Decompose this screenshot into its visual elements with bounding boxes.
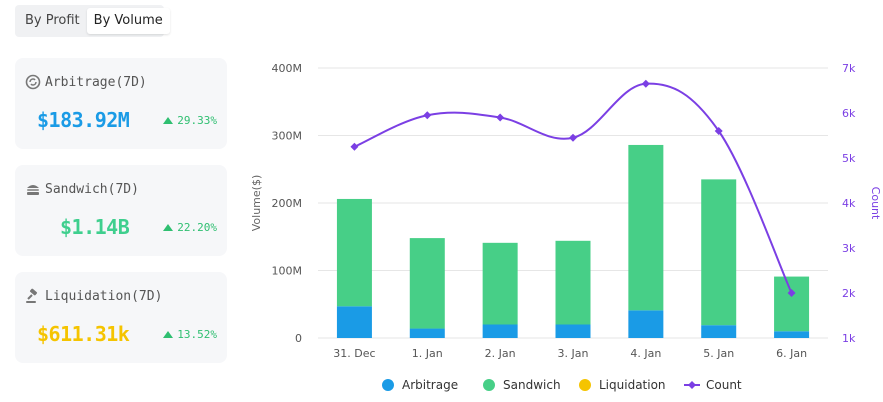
y2-axis-title: Count bbox=[869, 187, 882, 220]
legend-label: Liquidation bbox=[599, 378, 666, 392]
y-tick-label: 400M bbox=[272, 62, 303, 75]
y-tick-label: 200M bbox=[272, 197, 303, 210]
count-point bbox=[714, 127, 723, 135]
sandwich-card: Sandwich(7D) $1.14B 22.20% bbox=[15, 165, 227, 256]
liquidation-change-value: 13.52% bbox=[177, 328, 217, 341]
by-volume-button[interactable]: By Volume bbox=[86, 8, 170, 34]
y2-tick-label: 5k bbox=[842, 152, 856, 165]
gavel-icon bbox=[26, 288, 38, 303]
bar-sandwich bbox=[774, 276, 810, 332]
liquidation-card-title: Liquidation(7D) bbox=[45, 288, 163, 304]
legend-marker bbox=[688, 381, 696, 389]
arbitrage-card-value: $183.92M bbox=[37, 108, 130, 132]
x-tick-label: 3. Jan bbox=[558, 347, 589, 360]
arbitrage-card: Arbitrage(7D) $183.92M 29.33% bbox=[15, 58, 227, 149]
bar-arbitrage bbox=[409, 328, 445, 338]
y-axis-title: Volume($) bbox=[250, 175, 263, 232]
bar-sandwich bbox=[555, 240, 591, 325]
count-point bbox=[350, 142, 359, 151]
bar-sandwich bbox=[336, 198, 372, 307]
arbitrage-card-change: 29.33% bbox=[163, 114, 217, 127]
bar-sandwich bbox=[628, 144, 664, 311]
legend-label: Arbitrage bbox=[402, 378, 458, 392]
x-tick-label: 6. Jan bbox=[776, 347, 807, 360]
x-tick-label: 1. Jan bbox=[412, 347, 443, 360]
bar-arbitrage bbox=[555, 324, 591, 338]
arbitrage-card-title: Arbitrage(7D) bbox=[45, 74, 147, 90]
y2-tick-label: 1k bbox=[842, 332, 856, 345]
x-tick-label: 31. Dec bbox=[333, 347, 375, 360]
count-point bbox=[787, 289, 796, 297]
count-point bbox=[569, 133, 577, 142]
up-triangle-icon bbox=[163, 224, 174, 231]
liquidation-card-change: 13.52% bbox=[163, 328, 217, 341]
bar-sandwich bbox=[482, 242, 518, 325]
liquidation-card: Liquidation(7D) $611.31k 13.52% bbox=[15, 272, 227, 363]
y-tick-label: 300M bbox=[272, 130, 303, 143]
x-tick-label: 5. Jan bbox=[703, 347, 734, 360]
y2-tick-label: 2k bbox=[842, 287, 856, 300]
count-point bbox=[423, 111, 432, 120]
x-tick-label: 2. Jan bbox=[485, 347, 516, 360]
bar-arbitrage bbox=[482, 324, 518, 338]
up-triangle-icon bbox=[163, 117, 174, 124]
count-line bbox=[354, 82, 793, 294]
bar-sandwich bbox=[701, 179, 737, 326]
liquidation-card-value: $611.31k bbox=[37, 322, 130, 346]
y2-tick-label: 6k bbox=[842, 107, 856, 120]
by-profit-button[interactable]: By Profit bbox=[25, 13, 80, 28]
up-triangle-icon bbox=[163, 331, 174, 338]
y2-tick-label: 4k bbox=[842, 197, 856, 210]
bar-arbitrage bbox=[628, 310, 664, 338]
legend-marker bbox=[579, 379, 591, 391]
sandwich-change-value: 22.20% bbox=[177, 221, 217, 234]
volume-chart: 0 100M 200M 300M 400M 1k 2k 3k 4k 5k 6k 7k Volume($)… bbox=[250, 62, 882, 392]
arbitrage-change-value: 29.33% bbox=[177, 114, 217, 127]
bar-arbitrage bbox=[336, 306, 372, 338]
legend-label: Sandwich bbox=[503, 378, 561, 392]
count-point bbox=[496, 113, 505, 122]
sandwich-icon bbox=[27, 185, 39, 195]
sandwich-card-title: Sandwich(7D) bbox=[45, 181, 139, 197]
sandwich-card-change: 22.20% bbox=[163, 221, 217, 234]
bar-arbitrage bbox=[774, 331, 810, 338]
legend-marker bbox=[382, 379, 394, 391]
bar-arbitrage bbox=[701, 325, 737, 338]
y-tick-label: 100M bbox=[272, 265, 303, 278]
count-point bbox=[641, 79, 650, 88]
view-toggle: By Profit By Volume bbox=[15, 5, 170, 37]
x-tick-label: 4. Jan bbox=[630, 347, 661, 360]
y-tick-label: 0 bbox=[295, 332, 302, 345]
bar-sandwich bbox=[409, 238, 445, 329]
legend-label: Count bbox=[706, 378, 742, 392]
arbitrage-icon bbox=[25, 74, 41, 90]
y2-tick-label: 7k bbox=[842, 62, 856, 75]
sandwich-card-value: $1.14B bbox=[60, 215, 130, 239]
legend-marker bbox=[483, 379, 495, 391]
y2-tick-label: 3k bbox=[842, 242, 856, 255]
